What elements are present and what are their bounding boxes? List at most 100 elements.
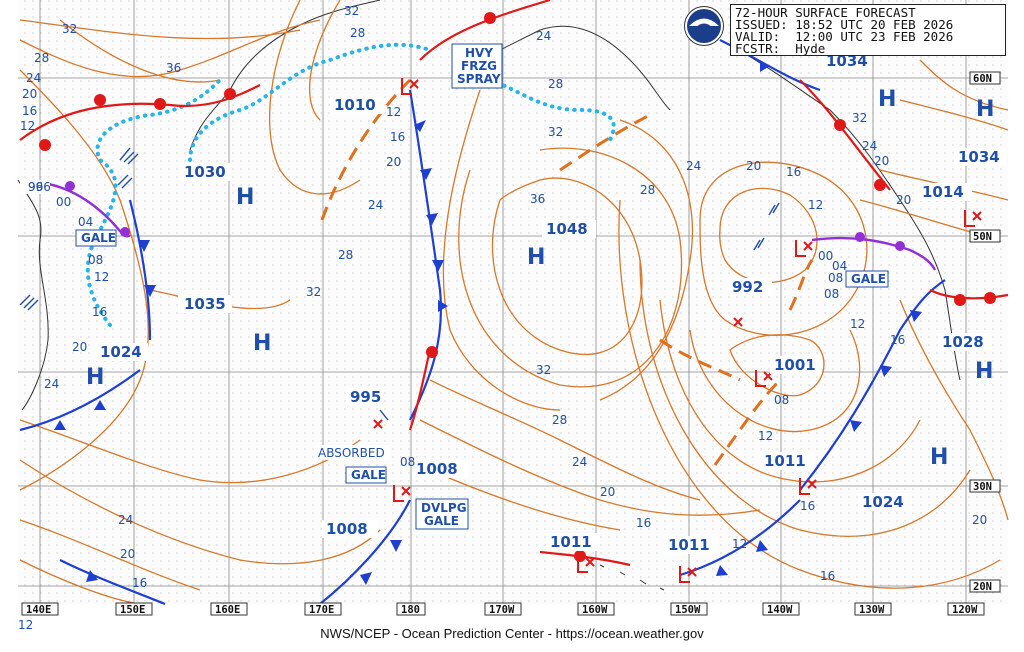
isobar-label: 24 [686, 159, 701, 173]
footer-credit: NWS/NCEP - Ocean Prediction Center - htt… [320, 626, 704, 641]
lat-label: 30N [973, 481, 992, 493]
lon-label: 140E [26, 604, 51, 616]
pressure-value: 1030 [184, 163, 226, 181]
pressure-value: 1011 [668, 536, 710, 554]
isobar-label: 08 [88, 253, 103, 267]
isobar-label: 12 [802, 499, 817, 513]
low-symbol [799, 478, 817, 495]
isobar-label: 16 [786, 165, 801, 179]
lon-labels: 140E 150E 160E 170E 180 170W 160W 150W 1… [21, 602, 985, 616]
lon-label: 150W [675, 604, 701, 616]
lon-label: 170W [489, 604, 515, 616]
high-symbol: H [86, 365, 104, 390]
high-symbol: H [253, 331, 271, 356]
pressure-value: 1048 [546, 220, 588, 238]
warning-text: GALE [81, 231, 116, 245]
high-symbol: H [878, 87, 896, 112]
isobar-label: 12 [808, 198, 823, 212]
valid-time: VALID: 12:00 UTC 23 FEB 2026 [735, 29, 954, 44]
occluded-front-symbols [65, 181, 905, 251]
north-america-coast [719, 39, 961, 381]
pressure-value: 1024 [100, 343, 142, 361]
isobar-label: 24 [44, 377, 59, 391]
pressure-value: 1024 [862, 493, 904, 511]
lon-label: 140W [767, 604, 793, 616]
hawaii-islands [599, 564, 665, 591]
isobar-label: 20 [746, 159, 761, 173]
low-centers: 1010 992 1001 1014 1011 1011 10 [20, 78, 982, 583]
pressure-value: 992 [732, 278, 763, 296]
isobar-label: 16 [132, 576, 147, 590]
isobar-label: 20 [972, 513, 987, 527]
isobar-label: 12 [732, 537, 747, 551]
pressure-value: 1011 [550, 533, 592, 551]
issued-time: ISSUED: 18:52 UTC 20 FEB 2026 [735, 17, 954, 32]
warning-text: SPRAY [457, 72, 501, 86]
pressure-value: 1011 [764, 452, 806, 470]
isobar-label: 96 [28, 180, 43, 194]
pressure-value: 1008 [416, 460, 458, 478]
pressure-value: 1010 [334, 96, 376, 114]
isobar-label: 20 [874, 154, 889, 168]
isobar-label: 24 [26, 71, 41, 85]
pressure-value: 995 [350, 388, 381, 406]
isobar-label: 16 [800, 499, 815, 513]
isobar-label: 28 [640, 183, 655, 197]
isobar-labels: 32 28 24 20 16 12 36 32 28 24 20 16 12 0… [18, 4, 987, 632]
isobar-label: 28 [34, 51, 49, 65]
isobar-label: 16 [820, 569, 835, 583]
isobar-label: 04 [78, 215, 93, 229]
warning-text: ABSORBED [318, 446, 385, 460]
warning-text: GALE [424, 514, 459, 528]
isobar-label: 12 [18, 618, 33, 632]
high-symbol: H [976, 97, 994, 122]
isobar-label: 28 [548, 77, 563, 91]
lon-label: 170E [309, 604, 334, 616]
isobar-label: 36 [530, 192, 545, 206]
wind-barbs [19, 147, 780, 421]
cold-front-barbs [54, 60, 922, 585]
grid-lines [18, 0, 1008, 604]
warning-boxes: HVY FRZG SPRAY GALE GALE GALE DVLPG GALE… [75, 43, 889, 530]
isobar-label: 24 [118, 513, 133, 527]
pressure-value: 1034 [958, 148, 1000, 166]
isobar-label: 16 [390, 130, 405, 144]
isobar-label: 08 [400, 455, 415, 469]
pressure-value: 1035 [184, 295, 226, 313]
isobar-label: 12 [386, 105, 401, 119]
isobar-label: 20 [120, 547, 135, 561]
isobar-label: 36 [166, 61, 181, 75]
isobar-label: 24 [536, 29, 551, 43]
ice-edge [85, 42, 616, 327]
lon-label: 120W [952, 604, 978, 616]
isobar-label: 16 [22, 104, 37, 118]
isobar-label: 32 [62, 22, 77, 36]
isobar-label: 00 [818, 249, 833, 263]
lat-labels: 60N 50N 30N 20N 40N [969, 71, 1001, 593]
low-symbol [577, 556, 595, 573]
isobar-label: 00 [56, 195, 71, 209]
isobar-label: 32 [536, 363, 551, 377]
isobar-label: 32 [852, 111, 867, 125]
isobar-label: 24 [368, 198, 383, 212]
lon-label: 160E [215, 604, 240, 616]
isobar-label: 16 [890, 333, 905, 347]
isobar-label: 28 [552, 413, 567, 427]
isobar-label: 20 [22, 87, 37, 101]
pressure-value: 1001 [774, 356, 816, 374]
isobar-label: 32 [306, 285, 321, 299]
isobar-label: 28 [350, 26, 365, 40]
troughs [320, 78, 814, 466]
kamchatka-coast [189, 0, 381, 151]
low-symbol [964, 210, 982, 227]
isobar-label: 24 [862, 139, 877, 153]
isobar-label: 08 [824, 287, 839, 301]
warning-text: GALE [851, 272, 886, 286]
high-symbol: H [236, 185, 254, 210]
high-centers: H 1030 H 1035 H 1024 H 1048 H 1034 H 103… [86, 52, 1006, 511]
high-symbol: H [930, 445, 948, 470]
high-symbol: H [975, 359, 993, 384]
isobar-label: 20 [600, 485, 615, 499]
isobar-label: 12 [20, 119, 35, 133]
lon-label: 150E [120, 604, 145, 616]
